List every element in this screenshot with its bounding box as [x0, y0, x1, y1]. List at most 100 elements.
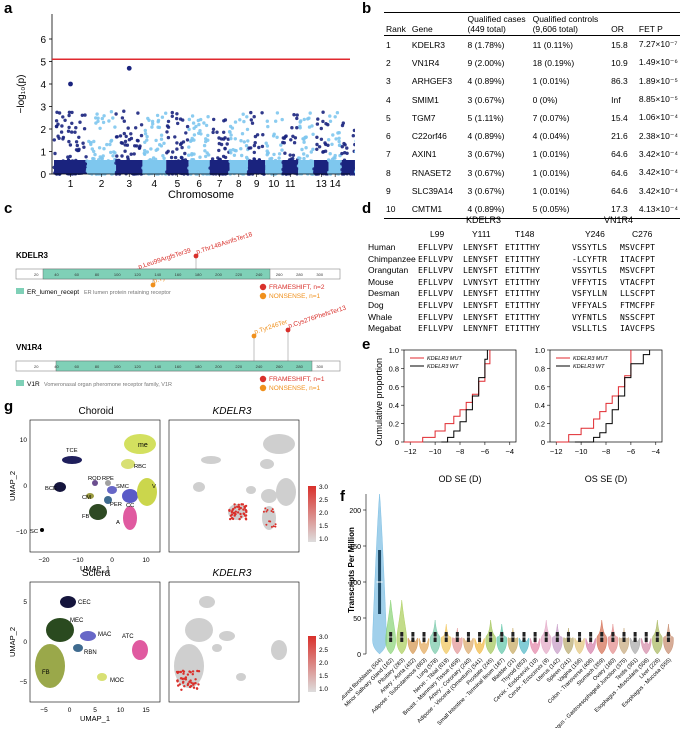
- protein-tick: 80: [95, 272, 100, 277]
- protein-tick: 300: [316, 364, 323, 369]
- species-label: Mouse: [368, 276, 394, 287]
- sclera-title: Sclera: [82, 568, 111, 579]
- protein-tick: 180: [195, 272, 202, 277]
- table-cell: 2: [386, 57, 391, 68]
- sequence-segment: VSSYTLS: [572, 243, 608, 252]
- manhattan-ytick-1: 1: [40, 148, 46, 159]
- ecdf-legend-mut: KDELR3 MUT: [427, 356, 462, 362]
- protein-tick: 260: [276, 272, 283, 277]
- panel-label-c: c: [4, 200, 13, 217]
- table-cell: ARHGEF3: [411, 76, 453, 87]
- table-cell: 1.49×10⁻⁶: [638, 57, 678, 68]
- table-row: 10 CMTM1 4 (0.89%) 5 (0.05%) 17.3 4.13×10⁻⁴: [384, 200, 680, 219]
- sequence-segment: ITACFPT: [620, 254, 656, 264]
- table-cell: 1.89×10⁻⁵: [638, 75, 678, 86]
- table-row: 4 SMIM1 3 (0.67%) 0 (0%) Inf 8.85×10⁻⁵: [384, 90, 680, 108]
- protein-tick: 80: [95, 364, 100, 369]
- colorbar-tick: 1.5: [319, 673, 328, 680]
- umap-xtick: −5: [40, 707, 48, 714]
- table-cell: TGM7: [411, 112, 436, 123]
- umap-xtick: 0: [68, 707, 72, 714]
- table-cell: 7.27×10⁻⁷: [638, 39, 678, 50]
- col-header-rank: Rank: [384, 12, 410, 36]
- protein-tick: 60: [75, 272, 80, 277]
- sequence-segment: IAVCFPS: [620, 324, 656, 334]
- table-cell: 10.9: [611, 57, 628, 68]
- table-cell: 64.6: [611, 167, 628, 178]
- table-cell: RNASET2: [411, 167, 452, 178]
- manhattan-xtick-8: 8: [236, 179, 242, 190]
- umap-xtick: 10: [142, 557, 150, 564]
- table-cell: C22orf46: [411, 131, 447, 142]
- sequence-segment: LENYSFT: [463, 301, 499, 310]
- sclera-label-mac: MAC: [98, 632, 112, 638]
- table-cell: 4 (0.89%): [467, 76, 505, 87]
- gene-burden-table: Rank Gene Qualified cases (449 total) Qua…: [384, 12, 680, 219]
- sequence-segment: LENYSFT: [463, 254, 499, 264]
- panel-label-f: f: [340, 488, 345, 505]
- colorbar-tick: 3.0: [319, 484, 328, 491]
- table-cell: 64.6: [611, 149, 628, 160]
- table-cell: 3.42×10⁻⁴: [638, 148, 678, 159]
- ecdf-xtick: −6: [627, 447, 636, 456]
- cluster-label-v: V: [152, 484, 156, 490]
- ecdf-ytick: 1.0: [389, 346, 399, 355]
- table-cell: 10: [384, 200, 410, 219]
- cluster-rbc: [121, 459, 135, 469]
- sequence-segment: VYFNTLS: [572, 312, 608, 322]
- table-cell: 18 (0.19%): [532, 57, 575, 68]
- protein-tick: 140: [154, 272, 161, 277]
- ecdf-left-xlabel: OD SE (D): [438, 474, 481, 484]
- sequence-segment: VSLLTLS: [572, 324, 608, 334]
- sequence-segment: ETITTHY: [505, 289, 541, 299]
- table-cell: 3: [386, 76, 391, 87]
- variant-dot: [251, 333, 257, 339]
- table-row: 3 ARHGEF3 4 (0.89%) 1 (0.01%) 86.3 1.89×10⁻⁵: [384, 72, 680, 90]
- sclera-cluster-atc: [132, 640, 148, 660]
- variant-dot: [193, 253, 199, 259]
- umap-xtick: −10: [72, 557, 83, 564]
- protein-tick: 300: [316, 272, 323, 277]
- ecdf-wt-line: [441, 350, 488, 443]
- choroid-kdelr3-umap: [168, 419, 300, 553]
- protein-tick: 40: [54, 364, 59, 369]
- sequence-segment: EFLLVPV: [418, 301, 454, 310]
- cluster-label-bce: BCE: [45, 486, 57, 492]
- manhattan-top-hit: [126, 65, 132, 71]
- table-cell: 5 (0.05%): [530, 200, 610, 219]
- table-cell: 7: [386, 149, 391, 160]
- variant-label: p.Tyr246Ter: [253, 318, 289, 336]
- manhattan-xtick-4: 4: [152, 179, 158, 190]
- sclera-cluster-moc: [97, 673, 107, 681]
- panel-label-b: b: [362, 0, 372, 17]
- manhattan-xtick-7: 7: [217, 179, 223, 190]
- table-row: 1 KDELR3 8 (1.78%) 11 (0.11%) 15.8 7.27×10⁻⁷: [384, 36, 680, 54]
- manhattan-xtick-10: 10: [268, 179, 280, 190]
- table-row: 8 RNASET2 3 (0.67%) 1 (0.01%) 64.6 3.42×10⁻⁴: [384, 164, 680, 182]
- sequence-segment: EFLLVPV: [418, 324, 454, 334]
- table-cell: KDELR3: [411, 39, 445, 50]
- ecdf-wt-line: [574, 350, 651, 443]
- protein-tick: 140: [154, 364, 161, 369]
- violin-ytick: 50: [353, 616, 361, 623]
- conservation-alignment: KDELR3 VN1R4 L99 Y111 T148 Y246 C276 Hum…: [360, 215, 680, 335]
- sequence-segment: LLSCFPT: [620, 289, 656, 299]
- table-cell: 6: [386, 131, 391, 142]
- sequence-segment: VFFYTIS: [572, 277, 608, 287]
- manhattan-xtick-9: 9: [254, 179, 260, 190]
- ecdf-ylabel: Cumulative proportion: [374, 358, 384, 446]
- manhattan-ylabel: −log₁₀(p): [16, 75, 27, 114]
- umap-ytick: 10: [20, 437, 28, 444]
- cluster-tce: [62, 456, 82, 464]
- violin-shape: [418, 635, 430, 655]
- sclera-umap: CEC MEC MAC RBN ATC FB MOC: [29, 581, 161, 703]
- kdelr3-legend-frameshift: FRAMESHIFT, n=2: [269, 284, 325, 291]
- sequence-segment: ETITTHY: [505, 301, 541, 310]
- sequence-segment: LENYSFT: [463, 289, 499, 299]
- cluster-label-a: A: [116, 520, 120, 526]
- protein-tick: 120: [134, 364, 141, 369]
- sequence-segment: MSVCFPT: [620, 266, 656, 276]
- cluster-label-tce: TCE: [66, 448, 78, 454]
